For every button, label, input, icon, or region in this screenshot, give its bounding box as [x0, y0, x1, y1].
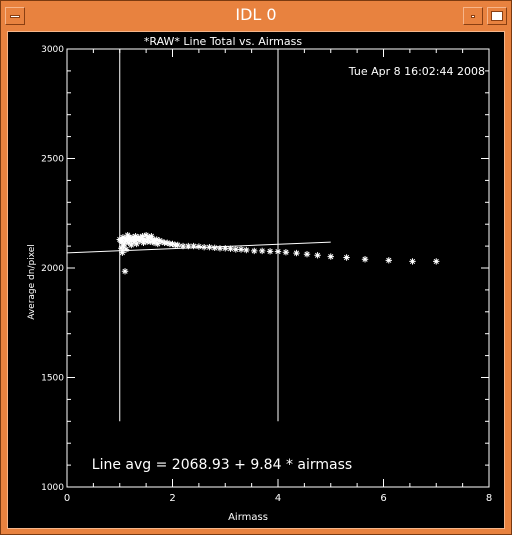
x-tick-label: 2 — [169, 493, 175, 504]
y-tick-label: 1500 — [41, 374, 64, 384]
data-point — [303, 251, 311, 258]
data-point — [128, 237, 135, 244]
data-point — [343, 254, 350, 261]
data-point — [258, 247, 266, 255]
chart-timestamp: Tue Apr 8 16:02:44 2008 — [348, 65, 485, 78]
data-point — [174, 241, 181, 249]
data-point — [127, 235, 134, 242]
data-point — [251, 247, 258, 255]
data-point — [206, 243, 213, 251]
fit-equation-label: Line avg = 2068.93 + 9.84 * airmass — [92, 457, 352, 473]
y-tick-label: 3000 — [41, 45, 64, 55]
data-point — [158, 238, 166, 245]
menu-bar-icon — [10, 15, 20, 18]
data-point — [120, 242, 127, 250]
data-point — [130, 238, 138, 245]
x-tick-label: 4 — [275, 493, 281, 504]
window-title: IDL 0 — [235, 5, 277, 24]
data-point — [142, 231, 150, 239]
data-point — [274, 248, 282, 255]
y-tick-label: 1000 — [41, 483, 64, 493]
data-point — [211, 244, 218, 252]
maximize-button[interactable] — [487, 7, 507, 25]
maximize-icon — [491, 11, 503, 21]
data-point — [190, 242, 197, 250]
x-tick-label: 0 — [64, 493, 70, 504]
data-point — [140, 236, 148, 243]
data-point — [119, 249, 126, 256]
x-axis-label: Airmass — [228, 512, 268, 523]
data-point — [216, 245, 224, 252]
title-bar[interactable]: IDL 0 — [1, 1, 511, 31]
window-menu-button[interactable] — [5, 7, 25, 25]
data-point — [122, 246, 130, 253]
data-point — [150, 239, 158, 247]
data-point — [237, 246, 245, 253]
data-point — [227, 245, 234, 252]
data-point — [185, 242, 192, 250]
data-point — [121, 268, 129, 275]
plot-canvas: 1000 1500 2000 2500 3000 0 2 4 6 8 *RAW* Line Tot… — [7, 31, 505, 529]
chart-title: *RAW* Line Total vs. Airmass — [144, 35, 302, 48]
data-point — [266, 248, 274, 255]
data-point — [139, 233, 146, 240]
minimize-button[interactable] — [463, 7, 483, 25]
data-point — [293, 249, 300, 257]
minimize-icon — [471, 15, 475, 18]
data-point — [156, 237, 163, 244]
points-layer — [116, 231, 440, 275]
data-point — [136, 237, 143, 244]
data-point — [153, 236, 160, 243]
data-point — [385, 257, 392, 264]
data-point — [135, 234, 142, 241]
data-point — [132, 233, 139, 240]
data-point — [147, 238, 154, 245]
axes-layer: 1000 1500 2000 2500 3000 0 2 4 6 8 — [41, 45, 492, 504]
data-point — [314, 252, 321, 259]
vline-layer — [119, 49, 279, 422]
data-point — [121, 235, 129, 242]
data-point — [133, 240, 140, 248]
data-point — [243, 246, 250, 254]
data-point — [124, 231, 131, 239]
data-point — [128, 241, 135, 249]
y-axis-label: Average dn/pixel — [27, 244, 37, 320]
data-point — [151, 237, 158, 244]
data-point — [179, 242, 187, 250]
data-point — [140, 239, 147, 247]
scatter-chart: 1000 1500 2000 2500 3000 0 2 4 6 8 *RAW* Line Tot… — [27, 35, 492, 523]
data-point — [282, 249, 290, 256]
y-tick-label: 2000 — [41, 264, 64, 274]
data-point — [433, 258, 440, 265]
x-tick-label: 8 — [486, 493, 492, 504]
data-point — [232, 246, 239, 253]
data-point — [327, 253, 334, 260]
x-tick-label: 6 — [380, 493, 386, 504]
data-point — [361, 256, 369, 263]
data-point — [120, 240, 128, 248]
data-point — [125, 239, 132, 247]
data-point — [200, 243, 208, 251]
data-point — [119, 234, 127, 241]
data-point — [169, 240, 176, 248]
data-point — [195, 243, 203, 250]
data-point — [146, 234, 153, 241]
data-point — [154, 240, 161, 248]
data-point — [409, 258, 416, 265]
y-tick-label: 2500 — [41, 155, 64, 165]
data-point — [164, 239, 171, 247]
data-point — [222, 245, 229, 252]
data-point — [148, 233, 155, 240]
